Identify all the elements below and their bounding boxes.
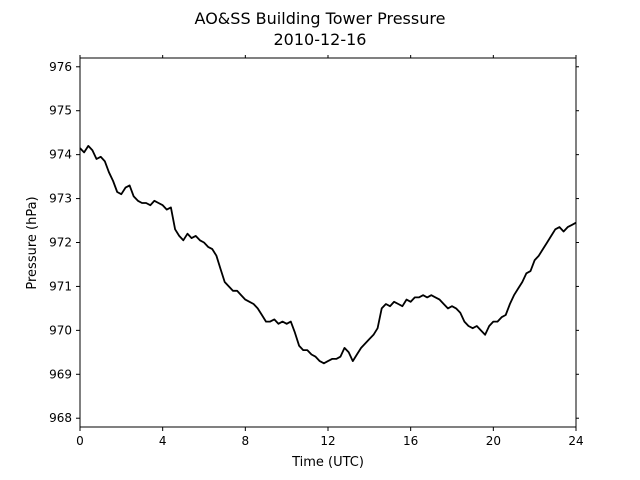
x-tick-label-16: 16 — [403, 434, 418, 448]
y-tick-label-976: 976 — [49, 60, 72, 74]
y-tick-label-974: 974 — [49, 148, 72, 162]
x-tick-label-8: 8 — [242, 434, 250, 448]
y-tick-label-968: 968 — [49, 411, 72, 425]
x-tick-label-24: 24 — [568, 434, 583, 448]
plot-area: 0 4 8 12 16 20 24 968 969 970 971 972 973 974 975 976 — [49, 55, 584, 448]
series-line-0 — [79, 145, 577, 365]
y-axis-label: Pressure (hPa) — [25, 196, 40, 289]
y-tick-label-969: 969 — [49, 367, 72, 381]
x-axis-label: Time (UTC) — [291, 455, 364, 470]
x-tick-label-0: 0 — [76, 434, 84, 448]
y-tick-label-971: 971 — [49, 279, 72, 293]
x-tick-label-4: 4 — [159, 434, 167, 448]
plot-frame — [79, 57, 577, 428]
chart-subtitle: 2010-12-16 — [274, 30, 367, 49]
x-tick-label-12: 12 — [320, 434, 335, 448]
y-tick-label-972: 972 — [49, 236, 72, 250]
y-tick-label-973: 973 — [49, 192, 72, 206]
chart-title: AO&SS Building Tower Pressure — [195, 9, 446, 28]
y-tick-label-975: 975 — [49, 104, 72, 118]
x-tick-label-20: 20 — [486, 434, 501, 448]
y-tick-label-970: 970 — [49, 323, 72, 337]
